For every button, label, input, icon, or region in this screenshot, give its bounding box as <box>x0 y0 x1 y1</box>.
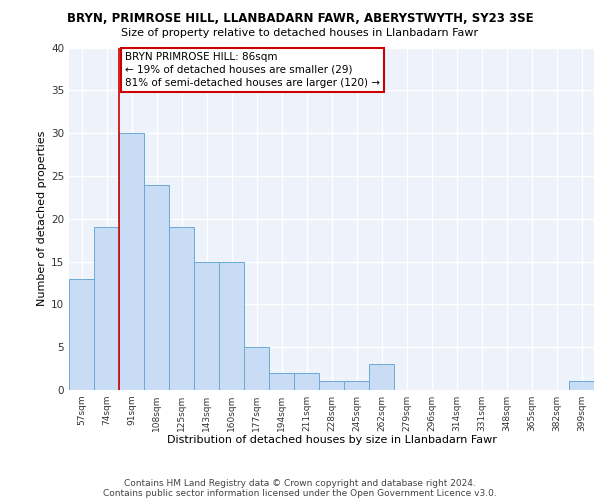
Bar <box>294 373 319 390</box>
Bar <box>219 262 244 390</box>
Text: Contains public sector information licensed under the Open Government Licence v3: Contains public sector information licen… <box>103 488 497 498</box>
Bar <box>169 228 194 390</box>
Bar <box>244 347 269 390</box>
Bar <box>344 382 369 390</box>
Bar <box>569 382 594 390</box>
Text: Contains HM Land Registry data © Crown copyright and database right 2024.: Contains HM Land Registry data © Crown c… <box>124 478 476 488</box>
Bar <box>369 364 394 390</box>
Text: Size of property relative to detached houses in Llanbadarn Fawr: Size of property relative to detached ho… <box>121 28 479 38</box>
Bar <box>94 228 119 390</box>
Bar <box>319 382 344 390</box>
Bar <box>269 373 294 390</box>
Text: BRYN PRIMROSE HILL: 86sqm
← 19% of detached houses are smaller (29)
81% of semi-: BRYN PRIMROSE HILL: 86sqm ← 19% of detac… <box>125 52 380 88</box>
Text: BRYN, PRIMROSE HILL, LLANBADARN FAWR, ABERYSTWYTH, SY23 3SE: BRYN, PRIMROSE HILL, LLANBADARN FAWR, AB… <box>67 12 533 26</box>
Bar <box>144 184 169 390</box>
X-axis label: Distribution of detached houses by size in Llanbadarn Fawr: Distribution of detached houses by size … <box>167 436 496 446</box>
Bar <box>69 278 94 390</box>
Y-axis label: Number of detached properties: Number of detached properties <box>37 131 47 306</box>
Bar <box>119 133 144 390</box>
Bar <box>194 262 219 390</box>
